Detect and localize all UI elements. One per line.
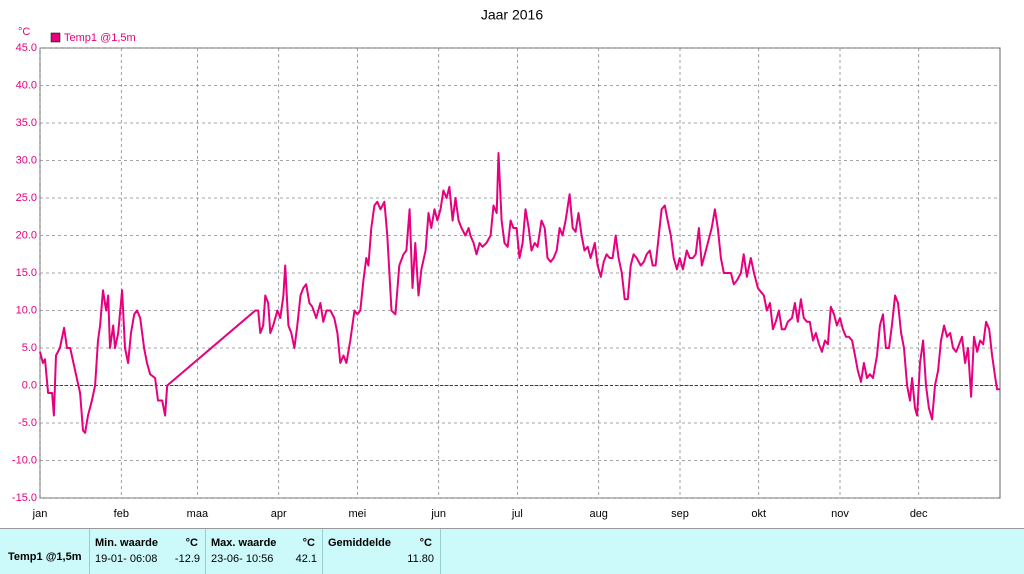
legend-swatch (50, 32, 61, 43)
y-tick-label: -10.0 (12, 454, 37, 466)
column-header: Min. waarde (95, 537, 158, 549)
column-unit: °C (419, 537, 432, 549)
chart: Jaar 2016 °C -15.0 -10.0 -5.0 0.0 5.0 10.0 15.… (12, 7, 1001, 520)
x-tick-label: sep (671, 508, 689, 520)
column-header: Max. waarde (211, 537, 277, 549)
y-tick-label: -15.0 (12, 492, 37, 504)
column-time: 23-06- 10:56 (211, 553, 274, 565)
x-tick-label: aug (590, 508, 608, 520)
column-separator (89, 529, 90, 574)
x-tick-label: jun (430, 508, 446, 520)
x-tick-label: jul (511, 508, 523, 520)
x-tick-label: maa (187, 508, 209, 520)
y-tick-label: 25.0 (16, 192, 37, 204)
column-separator (205, 529, 206, 574)
legend-label: Temp1 @1,5m (64, 32, 136, 44)
column-value: 42.1 (295, 553, 317, 565)
y-unit: °C (18, 26, 30, 38)
y-tick-label: 0.0 (22, 379, 37, 391)
y-tick-label: 30.0 (16, 154, 37, 166)
column-separator (440, 529, 441, 574)
column-value: -12.9 (174, 553, 200, 565)
column-unit: °C (185, 537, 198, 549)
column-time: 19-01- 06:08 (95, 553, 158, 565)
y-tick-label: 10.0 (16, 304, 37, 316)
row-label: Temp1 @1,5m (8, 551, 82, 563)
x-tick-label: jan (32, 508, 48, 520)
column-unit: °C (302, 537, 315, 549)
column-header: Gemiddelde (328, 537, 391, 549)
x-tick-label: okt (751, 508, 766, 520)
y-tick-label: 15.0 (16, 267, 37, 279)
stats-table: Temp1 @1,5m Min. waarde °C 19-01- 06:08 -12.… (0, 528, 1024, 574)
column-separator (322, 529, 323, 574)
chart-title: Jaar 2016 (481, 7, 543, 23)
y-tick-label: 45.0 (16, 42, 37, 54)
y-tick-label: 35.0 (16, 117, 37, 129)
x-tick-label: dec (910, 508, 928, 520)
x-tick-label: apr (271, 508, 287, 520)
x-tick-label: nov (831, 508, 849, 520)
y-tick-label: 20.0 (16, 229, 37, 241)
y-tick-label: 5.0 (22, 342, 37, 354)
x-tick-label: mei (349, 508, 367, 520)
column-value: 11.80 (407, 553, 434, 565)
y-tick-label: 40.0 (16, 79, 37, 91)
x-tick-label: feb (114, 508, 129, 520)
y-tick-label: -5.0 (18, 417, 37, 429)
temp-line (39, 152, 1000, 434)
